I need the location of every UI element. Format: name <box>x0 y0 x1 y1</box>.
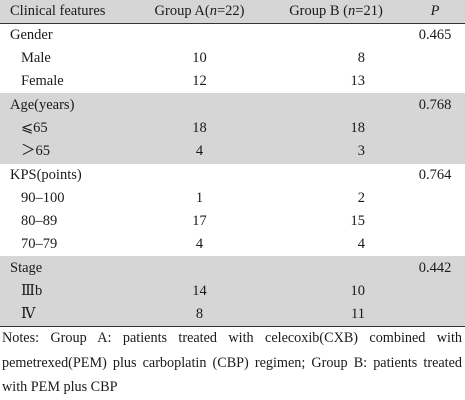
clinical-features-table: Clinical features Group A(n=22) Group B … <box>0 0 465 327</box>
p-value <box>405 47 465 70</box>
group-a-value: 18 <box>192 120 207 136</box>
p-value <box>405 233 465 257</box>
table-row: ＞65 4 3 <box>0 140 465 164</box>
p-value: 0.768 <box>405 93 465 117</box>
row-label: Male <box>21 50 51 66</box>
row-label: Ⅲb <box>21 283 43 299</box>
group-a-value: 17 <box>192 213 207 229</box>
table-row: 90–100 1 2 <box>0 187 465 210</box>
header-group-a: Group A(n=22) <box>132 0 267 24</box>
row-label: Stage <box>0 256 132 280</box>
group-a-value: 14 <box>192 283 207 299</box>
group-a-value: 10 <box>192 50 207 66</box>
group-b-value: 13 <box>350 73 366 89</box>
p-value: 0.442 <box>405 256 465 280</box>
group-b-value <box>267 23 405 47</box>
row-label: 80–89 <box>21 213 58 229</box>
group-b-value: 18 <box>350 120 366 136</box>
p-value <box>405 117 465 140</box>
table-row: Ⅲb 14 10 <box>0 280 465 303</box>
table-row: Ⅳ 8 11 <box>0 303 465 327</box>
section-row: Age(years) 0.768 <box>0 93 465 117</box>
p-value <box>405 140 465 164</box>
header-clinical-features: Clinical features <box>0 0 132 24</box>
row-label: Age(years) <box>0 93 132 117</box>
table-body: Gender 0.465 Male 10 8 Female 12 13 Age(years) 0.… <box>0 23 465 327</box>
p-value <box>405 303 465 327</box>
table-row: ⩽65 18 18 <box>0 117 465 140</box>
section-row: Stage 0.442 <box>0 256 465 280</box>
row-label: KPS(points) <box>0 163 132 187</box>
group-b-value: 4 <box>357 236 365 252</box>
p-value: 0.764 <box>405 163 465 187</box>
row-label: ⩽65 <box>21 120 48 136</box>
row-label: Gender <box>0 23 132 47</box>
group-a-value: 1 <box>195 190 204 206</box>
row-label: 90–100 <box>21 190 65 206</box>
p-value <box>405 280 465 303</box>
group-a-value: 4 <box>195 143 204 159</box>
group-b-value: 2 <box>357 190 365 206</box>
table-header: Clinical features Group A(n=22) Group B … <box>0 0 465 24</box>
group-b-value: 11 <box>267 303 405 327</box>
group-a-value: 4 <box>195 236 204 252</box>
header-p-value: P <box>405 0 465 24</box>
table-row: Female 12 13 <box>0 70 465 94</box>
row-label: ＞65 <box>21 143 50 159</box>
group-b-value: 10 <box>350 283 366 299</box>
row-label: 70–79 <box>21 236 58 252</box>
p-value: 0.465 <box>405 23 465 47</box>
table-row: 70–79 4 4 <box>0 233 465 257</box>
section-row: KPS(points) 0.764 <box>0 163 465 187</box>
group-a-value: 8 <box>132 303 267 327</box>
group-a-value <box>132 23 267 47</box>
group-a-value: 12 <box>192 73 207 89</box>
table-row: Male 10 8 <box>0 47 465 70</box>
group-b-value: 3 <box>357 143 365 159</box>
p-value <box>405 210 465 233</box>
p-value <box>405 187 465 210</box>
group-b-value: 8 <box>357 50 365 66</box>
header-row: Clinical features Group A(n=22) Group B … <box>0 0 465 24</box>
row-label: Ⅳ <box>0 303 132 327</box>
group-b-value: 15 <box>350 213 366 229</box>
group-b-value <box>267 256 405 280</box>
table-row: 80–89 17 15 <box>0 210 465 233</box>
group-a-value <box>132 163 267 187</box>
group-a-value <box>132 93 267 117</box>
p-value <box>405 70 465 94</box>
row-label: Female <box>21 73 64 89</box>
group-b-value <box>267 93 405 117</box>
table-notes: Notes: Group A: patients treated with ce… <box>2 330 462 395</box>
group-b-value <box>267 163 405 187</box>
section-row: Gender 0.465 <box>0 23 465 47</box>
header-group-b: Group B (n=21) <box>267 0 405 24</box>
group-a-value <box>132 256 267 280</box>
